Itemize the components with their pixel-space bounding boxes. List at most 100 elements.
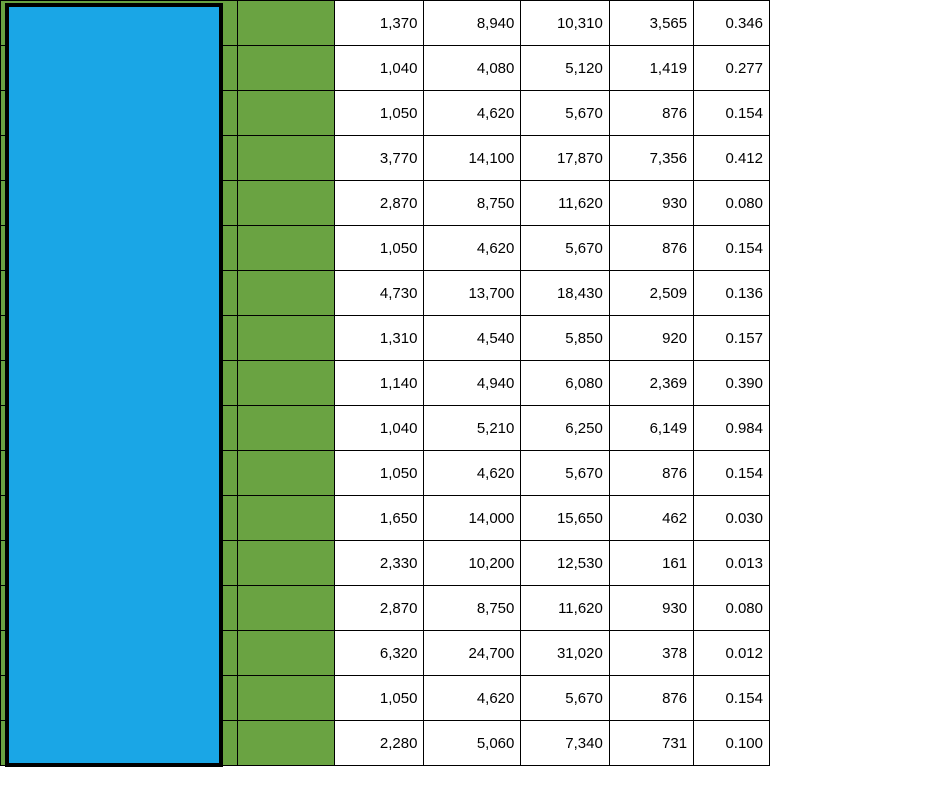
- data-cell: 1,040: [334, 406, 424, 451]
- blue-overlay-box: [5, 3, 223, 767]
- data-cell: 4,620: [424, 451, 521, 496]
- row-spacer-cell: [238, 631, 335, 676]
- data-cell: 4,080: [424, 46, 521, 91]
- row-spacer-cell: [238, 226, 335, 271]
- data-cell: 1,040: [334, 46, 424, 91]
- row-spacer-cell: [238, 676, 335, 721]
- data-cell: 1,419: [609, 46, 693, 91]
- data-cell: 8,750: [424, 181, 521, 226]
- data-cell: 378: [609, 631, 693, 676]
- data-cell: 5,670: [521, 676, 609, 721]
- data-cell: 11,620: [521, 181, 609, 226]
- data-cell: 8,750: [424, 586, 521, 631]
- data-cell: 13,700: [424, 271, 521, 316]
- data-cell: 6,320: [334, 631, 424, 676]
- data-cell: 876: [609, 451, 693, 496]
- data-cell: 5,670: [521, 91, 609, 136]
- data-cell: 24,700: [424, 631, 521, 676]
- data-cell: 1,370: [334, 1, 424, 46]
- data-cell: 1,050: [334, 91, 424, 136]
- data-cell: 18,430: [521, 271, 609, 316]
- row-spacer-cell: [238, 496, 335, 541]
- data-cell: 930: [609, 181, 693, 226]
- data-cell: 1,650: [334, 496, 424, 541]
- data-cell: 0.030: [694, 496, 770, 541]
- row-spacer-cell: [238, 406, 335, 451]
- data-cell: 4,730: [334, 271, 424, 316]
- row-spacer-cell: [238, 136, 335, 181]
- data-cell: 0.154: [694, 451, 770, 496]
- row-spacer-cell: [238, 451, 335, 496]
- data-cell: 4,540: [424, 316, 521, 361]
- data-cell: 11,620: [521, 586, 609, 631]
- data-cell: 5,060: [424, 721, 521, 766]
- data-cell: 731: [609, 721, 693, 766]
- data-cell: 4,620: [424, 226, 521, 271]
- data-cell: 0.277: [694, 46, 770, 91]
- data-cell: 7,340: [521, 721, 609, 766]
- data-cell: 10,310: [521, 1, 609, 46]
- data-cell: 2,369: [609, 361, 693, 406]
- row-spacer-cell: [238, 541, 335, 586]
- data-cell: 462: [609, 496, 693, 541]
- data-cell: 15,650: [521, 496, 609, 541]
- data-cell: 2,870: [334, 181, 424, 226]
- data-cell: 0.390: [694, 361, 770, 406]
- data-cell: 0.080: [694, 181, 770, 226]
- data-cell: 12,530: [521, 541, 609, 586]
- data-cell: 1,050: [334, 226, 424, 271]
- data-cell: 4,940: [424, 361, 521, 406]
- data-cell: 930: [609, 586, 693, 631]
- data-cell: 5,850: [521, 316, 609, 361]
- data-cell: 1,140: [334, 361, 424, 406]
- data-cell: 0.154: [694, 91, 770, 136]
- row-spacer-cell: [238, 721, 335, 766]
- data-cell: 31,020: [521, 631, 609, 676]
- row-spacer-cell: [238, 361, 335, 406]
- row-spacer-cell: [238, 91, 335, 136]
- data-cell: 5,670: [521, 451, 609, 496]
- data-cell: 0.154: [694, 226, 770, 271]
- data-cell: 6,080: [521, 361, 609, 406]
- data-cell: 0.346: [694, 1, 770, 46]
- data-cell: 1,050: [334, 451, 424, 496]
- data-cell: 0.412: [694, 136, 770, 181]
- data-cell: 14,000: [424, 496, 521, 541]
- data-cell: 5,120: [521, 46, 609, 91]
- data-cell: 3,770: [334, 136, 424, 181]
- data-cell: 1,050: [334, 676, 424, 721]
- row-spacer-cell: [238, 1, 335, 46]
- data-cell: 2,509: [609, 271, 693, 316]
- data-cell: 5,670: [521, 226, 609, 271]
- data-cell: 17,870: [521, 136, 609, 181]
- data-cell: 0.984: [694, 406, 770, 451]
- row-spacer-cell: [238, 181, 335, 226]
- data-cell: 4,620: [424, 91, 521, 136]
- data-cell: 0.013: [694, 541, 770, 586]
- data-cell: 876: [609, 226, 693, 271]
- data-cell: 6,149: [609, 406, 693, 451]
- row-spacer-cell: [238, 586, 335, 631]
- row-spacer-cell: [238, 316, 335, 361]
- data-cell: 1,310: [334, 316, 424, 361]
- data-cell: 0.136: [694, 271, 770, 316]
- data-cell: 0.157: [694, 316, 770, 361]
- data-cell: 14,100: [424, 136, 521, 181]
- data-cell: 2,870: [334, 586, 424, 631]
- data-cell: 4,620: [424, 676, 521, 721]
- row-spacer-cell: [238, 271, 335, 316]
- data-cell: 0.100: [694, 721, 770, 766]
- data-cell: 7,356: [609, 136, 693, 181]
- data-cell: 5,210: [424, 406, 521, 451]
- data-cell: 3,565: [609, 1, 693, 46]
- data-cell: 876: [609, 91, 693, 136]
- data-cell: 0.012: [694, 631, 770, 676]
- row-spacer-cell: [238, 46, 335, 91]
- data-cell: 0.154: [694, 676, 770, 721]
- data-cell: 2,330: [334, 541, 424, 586]
- data-cell: 161: [609, 541, 693, 586]
- data-cell: 6,250: [521, 406, 609, 451]
- data-cell: 876: [609, 676, 693, 721]
- data-cell: 0.080: [694, 586, 770, 631]
- data-cell: 8,940: [424, 1, 521, 46]
